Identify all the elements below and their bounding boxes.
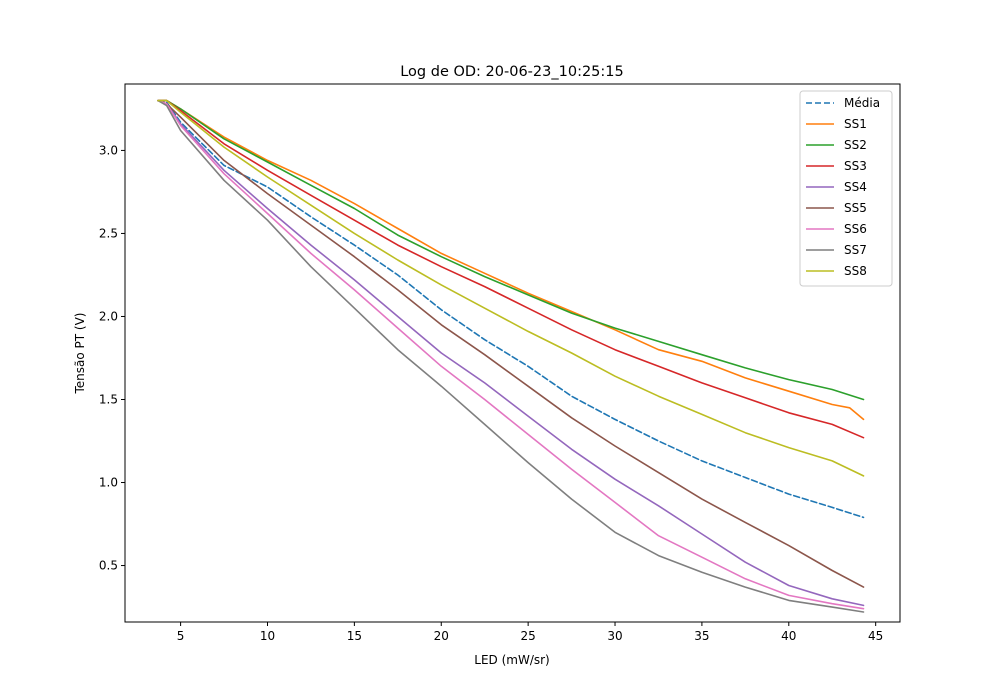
y-axis: 0.5 1.0 1.5 2.0 2.5 3.0	[99, 143, 125, 573]
y-tick-label: 3.0	[99, 143, 118, 157]
x-tick-label: 5	[177, 629, 185, 643]
y-tick-label: 2.5	[99, 226, 118, 240]
x-axis-label: LED (mW/sr)	[474, 653, 549, 667]
legend-label-0: Média	[844, 96, 880, 110]
x-tick-label: 20	[434, 629, 449, 643]
legend: Média SS1 SS2 SS3 SS4 SS5 SS6 SS7 SS8	[799, 90, 893, 287]
series-line-1	[157, 99, 865, 421]
series-line-3	[157, 99, 865, 439]
legend-label-4: SS4	[844, 180, 867, 194]
y-tick-label: 2.0	[99, 309, 118, 323]
x-tick-label: 15	[347, 629, 362, 643]
series-line-5	[157, 99, 865, 588]
series-line-8	[157, 99, 865, 477]
x-tick-label: 25	[520, 629, 535, 643]
legend-label-6: SS6	[844, 222, 867, 236]
x-axis: 5 10 15 20 25 30 35 40 45	[177, 622, 883, 643]
legend-label-5: SS5	[844, 201, 867, 215]
legend-label-1: SS1	[844, 117, 867, 131]
series-line-4	[157, 99, 865, 607]
x-tick-label: 30	[607, 629, 622, 643]
plot-lines	[157, 99, 865, 613]
y-tick-label: 0.5	[99, 559, 118, 573]
chart-title: Log de OD: 20-06-23_10:25:15	[400, 64, 624, 80]
legend-label-2: SS2	[844, 138, 867, 152]
series-line-2	[157, 99, 865, 401]
legend-box	[799, 90, 893, 287]
legend-label-3: SS3	[844, 159, 867, 173]
y-axis-label: Tensão PT (V)	[73, 313, 87, 395]
x-tick-label: 35	[694, 629, 709, 643]
series-line-7	[157, 99, 865, 613]
x-tick-label: 10	[260, 629, 275, 643]
x-tick-label: 45	[868, 629, 883, 643]
y-tick-label: 1.0	[99, 476, 118, 490]
legend-label-8: SS8	[844, 264, 867, 278]
legend-label-7: SS7	[844, 243, 867, 257]
series-line-0	[157, 99, 865, 519]
y-tick-label: 1.5	[99, 392, 118, 406]
x-tick-label: 40	[781, 629, 796, 643]
series-line-6	[157, 99, 865, 610]
plot-frame	[124, 83, 901, 623]
